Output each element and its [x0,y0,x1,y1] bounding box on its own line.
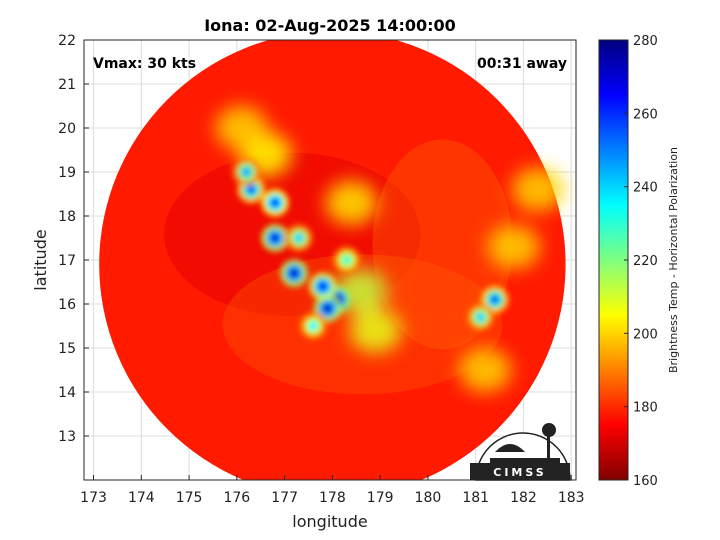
colorbar-label: Brightness Temp - Horizontal Polarizatio… [667,147,680,373]
moderate-layer [215,106,564,392]
swath-band [372,139,513,350]
logo-banner [470,463,570,480]
y-tick-label: 19 [58,165,76,181]
convective-cell [293,233,304,243]
moderate-area [511,167,564,212]
y-axis-label: latitude [31,229,50,290]
x-axis-label: longitude [292,512,367,531]
vmax-annotation: Vmax: 30 kts [93,56,196,72]
y-tick-label: 22 [58,33,76,49]
colorbar-tick-label: 220 [633,254,658,269]
chart-title: Iona: 02-Aug-2025 14:00:00 [204,16,456,35]
convective-cell [317,281,328,292]
convective-cell [475,312,486,323]
y-tick-label: 17 [58,253,76,269]
x-tick-label: 178 [319,490,346,506]
x-tick-label: 183 [558,490,585,506]
colorbar-tick-label: 200 [633,327,658,342]
convection-layer [232,158,509,340]
logo-building-icon [490,458,560,466]
x-tick-label: 175 [176,490,203,506]
y-tick-label: 20 [58,121,76,137]
convective-cell [270,233,281,243]
x-axis-ticks: 173 174 175 176 177 178 179 180 181 182 183 [80,475,585,506]
colorbar-tick-label: 160 [633,474,658,489]
cimss-logo: CIMSS [470,423,571,481]
moderate-area [459,348,512,392]
x-tick-label: 176 [223,490,250,506]
x-tick-label: 173 [80,490,107,506]
x-tick-label: 179 [367,490,394,506]
y-tick-label: 13 [58,429,76,445]
convective-cell [241,167,252,177]
moderate-area [487,224,540,269]
moderate-area [349,308,402,353]
colorbar-tick-label: 260 [633,107,658,122]
time-away-annotation: 00:31 away [477,56,567,72]
swath-layer [99,40,566,480]
convective-cell [489,294,500,305]
logo-tank-icon [542,423,556,437]
x-tick-label: 177 [271,490,298,506]
logo-tower-icon [547,432,550,462]
colorbar-tick-label: 240 [633,181,658,196]
y-tick-label: 18 [58,209,76,225]
convective-cell [270,197,281,208]
convective-cell [341,255,352,265]
x-tick-label: 174 [128,490,155,506]
colorbar [598,39,629,481]
colorbar-tick-label: 280 [633,34,658,49]
y-tick-label: 16 [58,297,76,313]
y-tick-label: 21 [58,77,76,93]
logo-dish-icon [495,444,525,452]
y-tick-label: 15 [58,341,76,357]
colorbar-ticks: 160 180 200 220 240 260 280 [624,34,658,489]
moderate-area [325,180,378,225]
convective-cell [246,184,257,195]
y-tick-label: 14 [58,385,76,401]
logo-text: CIMSS [493,466,546,479]
convective-cell [289,268,300,279]
convective-cell [322,303,333,314]
x-tick-label: 180 [415,490,442,506]
x-tick-label: 182 [510,490,537,506]
moderate-area [215,106,268,150]
y-axis-ticks: 13 14 15 16 17 18 19 20 21 22 [58,33,89,445]
convective-cell [308,321,319,331]
x-tick-label: 181 [462,490,489,506]
colorbar-tick-label: 180 [633,401,658,416]
